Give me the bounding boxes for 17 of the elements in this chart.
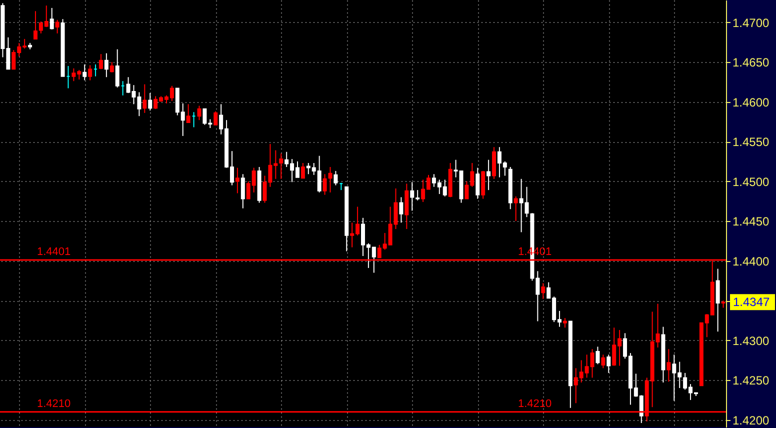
y-tick-label: 1.4500 bbox=[732, 174, 770, 189]
candlestick bbox=[562, 318, 567, 328]
y-tick-label: 1.4300 bbox=[732, 334, 770, 348]
y-tick-label: 1.4700 bbox=[732, 16, 770, 30]
candlestick bbox=[721, 300, 726, 308]
y-tick-label: 1.4600 bbox=[732, 95, 770, 110]
y-tick-label: 1.4200 bbox=[732, 413, 770, 428]
y-tick-label: 1.4400 bbox=[732, 254, 770, 268]
y-tick-label: 1.4550 bbox=[732, 135, 770, 150]
text: 1.4347 bbox=[733, 295, 770, 310]
ref-line-label: 1.4401 bbox=[37, 246, 71, 258]
y-tick-label: 1.4250 bbox=[732, 374, 770, 388]
y-tick-label: 1.4450 bbox=[732, 214, 770, 229]
text: 1.4210 bbox=[518, 398, 552, 410]
candlestick bbox=[416, 190, 420, 201]
y-tick-label: 1.4650 bbox=[732, 56, 770, 70]
ref-line-label: 1.4210 bbox=[37, 398, 71, 410]
